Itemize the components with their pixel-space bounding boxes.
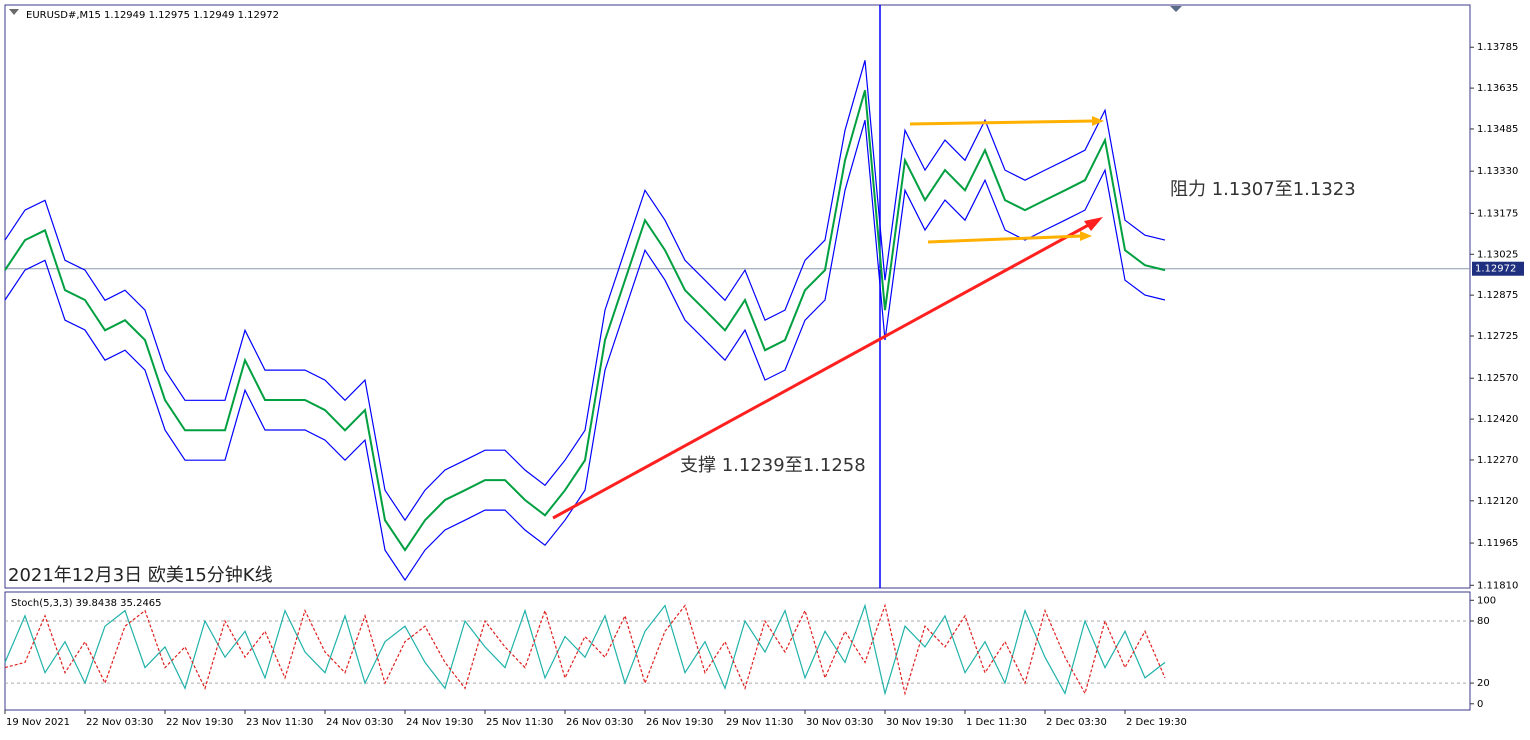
annotation: 2021年12月3日 欧美15分钟K线 — [8, 565, 273, 586]
x-tick-label: 26 Nov 19:30 — [646, 717, 713, 728]
x-tick-label: 2 Dec 19:30 — [1126, 717, 1187, 728]
x-tick-label: 1 Dec 11:30 — [966, 717, 1027, 728]
y-tick-label: 1.11965 — [1477, 538, 1518, 549]
series-line — [4, 603, 1166, 696]
x-tick-label: 24 Nov 03:30 — [326, 717, 393, 728]
x-tick-label: 2 Dec 03:30 — [1046, 717, 1107, 728]
x-tick-label: 26 Nov 03:30 — [566, 717, 633, 728]
y-tick-label: 1.13785 — [1477, 42, 1518, 53]
y-tick-label: 80 — [1477, 616, 1490, 627]
stoch-plot: 0 20 80 100 19 Nov 2021 22 Nov 03:30 22 Nov 19… — [4, 595, 1496, 728]
x-tick-label: 24 Nov 19:30 — [406, 717, 473, 728]
y-tick-label: 1.12420 — [1477, 414, 1518, 425]
arrowhead — [1084, 217, 1103, 231]
x-tick-label: 25 Nov 11:30 — [486, 717, 553, 728]
y-tick-label: 1.12270 — [1477, 455, 1518, 466]
x-tick-label: 29 Nov 11:30 — [726, 717, 793, 728]
symbol-icon — [9, 9, 19, 15]
y-tick-label: 1.13635 — [1477, 83, 1518, 94]
support-trendline — [552, 220, 1095, 520]
chart-title: EURUSD#,M15 1.12949 1.12975 1.12949 1.12… — [26, 10, 279, 21]
price-box — [1472, 261, 1524, 276]
y-tick-label: 1.13330 — [1477, 166, 1518, 177]
resistance-line — [927, 234, 1083, 244]
y-tick-label: 20 — [1477, 678, 1490, 689]
y-tick-label: 1.12875 — [1477, 290, 1518, 301]
main-plot: 1.11810 1.11965 1.12120 1.12270 1.12420 1.125… — [4, 42, 1524, 591]
x-tick-label: 30 Nov 19:30 — [886, 717, 953, 728]
x-tick-label: 22 Nov 03:30 — [86, 717, 153, 728]
y-tick-label: 1.13025 — [1477, 249, 1518, 260]
arrowhead — [1092, 116, 1104, 126]
price-label: 1.12972 — [1475, 264, 1516, 275]
resistance-line — [909, 119, 1095, 126]
annotation: 阻力 1.1307至1.1323 — [1170, 179, 1356, 200]
x-tick-label: 30 Nov 03:30 — [806, 717, 873, 728]
x-tick-label: 23 Nov 11:30 — [246, 717, 313, 728]
y-tick-label: 1.13485 — [1477, 124, 1518, 135]
annotation: 支撑 1.1239至1.1258 — [680, 455, 866, 476]
stoch-title: Stoch(5,3,3) 39.8438 35.2465 — [11, 598, 162, 609]
series-line — [4, 120, 1166, 582]
y-tick-label: 1.12570 — [1477, 373, 1518, 384]
series-line — [4, 90, 1166, 552]
y-tick-label: 100 — [1477, 595, 1496, 606]
main-frame — [4, 4, 1471, 589]
x-tick-label: 19 Nov 2021 — [6, 717, 70, 728]
y-tick-label: 1.12120 — [1477, 496, 1518, 507]
arrowhead — [1080, 231, 1092, 241]
series-line — [4, 603, 1166, 696]
series-line — [4, 60, 1166, 522]
y-tick-label: 1.13175 — [1477, 208, 1518, 219]
stoch-frame — [4, 591, 1471, 711]
y-tick-label: 1.12725 — [1477, 331, 1518, 342]
shift-marker — [1170, 6, 1182, 12]
y-tick-label: 1.11810 — [1477, 580, 1518, 591]
x-tick-label: 22 Nov 19:30 — [166, 717, 233, 728]
y-tick-label: 0 — [1477, 699, 1483, 710]
